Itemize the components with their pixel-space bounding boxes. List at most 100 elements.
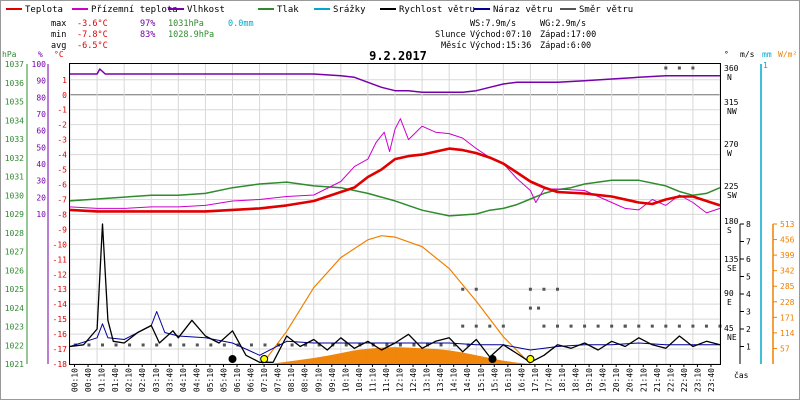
direction-compass-label: E <box>727 298 732 307</box>
x-tick-label: 15:10 <box>477 368 486 392</box>
wind-direction-point <box>596 324 600 328</box>
humidity-tick-label: 40 <box>36 160 46 169</box>
wind-speed-tick-label: 5 <box>746 273 751 282</box>
stat-max-pressure: 1031hPa <box>168 19 204 29</box>
stat-avg-temp: -6.5°C <box>77 41 108 51</box>
direction-compass-label: W <box>727 149 732 158</box>
unit-celsius: °C <box>54 50 64 59</box>
wind-direction-point <box>528 287 532 291</box>
temp-tick-label: -5 <box>57 166 67 175</box>
wind-direction-point <box>556 324 559 328</box>
hpa-tick-label: 1026 <box>5 266 24 275</box>
stat-min-label: min <box>51 30 66 40</box>
temp-tick-label: 1 <box>62 76 67 85</box>
legend-label-tlak: Tlak <box>277 5 299 15</box>
series-line-tlak <box>69 179 721 217</box>
humidity-tick-label: 50 <box>36 143 46 152</box>
unit-ms: m/s <box>740 50 755 59</box>
x-tick-label: 02:40 <box>138 368 147 392</box>
temp-tick-label: -15 <box>53 315 68 324</box>
x-tick-label: 18:10 <box>558 368 567 392</box>
hpa-tick-label: 1027 <box>5 248 24 257</box>
x-tick-label: 06:40 <box>247 368 256 392</box>
direction-tick-label: 315 <box>724 98 739 107</box>
x-tick-label: 10:10 <box>341 368 350 392</box>
x-tick-label: 23:10 <box>693 368 702 392</box>
radiation-tick-label: 114 <box>780 329 795 338</box>
hpa-tick-label: 1029 <box>5 210 24 219</box>
x-tick-label: 02:10 <box>125 368 134 392</box>
humidity-tick-label: 10 <box>36 210 46 219</box>
wind-direction-point <box>101 343 104 347</box>
wind-direction-point <box>501 324 505 328</box>
wind-direction-point <box>155 343 159 347</box>
unit-mm: mm <box>762 50 772 59</box>
radiation-tick-label: 342 <box>780 267 795 276</box>
sun-marker <box>260 355 269 363</box>
x-tick-label: 12:10 <box>396 368 405 392</box>
x-tick-label: 18:40 <box>572 368 581 392</box>
sunset: Západ:17:00 <box>540 30 596 40</box>
wind-direction-point <box>704 324 708 328</box>
temp-tick-label: -4 <box>57 151 67 160</box>
radiation-tick-label: 228 <box>780 298 795 307</box>
wind-direction-point <box>488 324 492 328</box>
x-tick-label: 09:10 <box>314 368 323 392</box>
wind-direction-point <box>542 324 546 328</box>
wind-direction-point <box>474 324 478 328</box>
hpa-tick-label: 1033 <box>5 135 24 144</box>
hpa-tick-label: 1028 <box>5 229 24 238</box>
stat-max-label: max <box>51 19 66 29</box>
temp-tick-label: -14 <box>53 300 68 309</box>
humidity-tick-label: 80 <box>36 93 46 102</box>
temp-tick-label: -9 <box>57 225 67 234</box>
wind-direction-point <box>222 343 226 347</box>
direction-compass-label: N <box>727 73 732 82</box>
x-tick-label: 00:10 <box>71 368 80 392</box>
unit-percent: % <box>38 50 43 59</box>
wind-direction-point <box>249 343 253 347</box>
unit-degree: ° <box>724 50 729 59</box>
wind-direction-point <box>168 343 172 347</box>
x-tick-label: 13:10 <box>423 368 432 392</box>
x-tick-label: 04:10 <box>179 368 188 392</box>
wind-direction-point <box>317 343 321 347</box>
wind-direction-point <box>141 343 145 347</box>
wind-direction-point <box>623 324 627 328</box>
x-tick-label: 21:40 <box>653 368 662 392</box>
radiation-tick-label: 456 <box>780 236 795 245</box>
wind-direction-point <box>664 324 668 328</box>
temp-tick-label: -1 <box>57 106 67 115</box>
rain-tick-label: 1 <box>763 61 768 70</box>
hpa-tick-label: 1036 <box>5 79 24 88</box>
direction-tick-label: 270 <box>724 140 739 149</box>
temp-tick-label: -8 <box>57 210 67 219</box>
sun-label: Slunce <box>435 30 466 40</box>
stat-rain: 0.0mm <box>228 19 254 29</box>
x-tick-label: 15:40 <box>490 368 499 392</box>
wind-direction-point <box>637 324 641 328</box>
radiation-tick-label: 171 <box>780 313 795 322</box>
x-tick-label: 01:40 <box>111 368 120 392</box>
legend-label-vlhkost: Vlhkost <box>187 5 225 15</box>
x-tick-label: 17:40 <box>544 368 553 392</box>
direction-compass-label: SE <box>727 264 737 273</box>
temp-tick-label: -13 <box>53 285 68 294</box>
series-line-prizemni-teplota <box>69 118 721 214</box>
wind-speed-tick-label: 4 <box>746 290 751 299</box>
moon-label: Měsíc <box>441 41 467 51</box>
x-tick-label: 14:10 <box>450 368 459 392</box>
humidity-tick-label: 30 <box>36 177 46 186</box>
wind-direction-point <box>542 287 546 291</box>
legend-label-smer-vetru: Směr větru <box>579 5 633 15</box>
chart-title: 9.2.2017 <box>369 49 427 63</box>
x-tick-label: 08:10 <box>287 368 296 392</box>
sunrise: Východ:07:10 <box>470 30 531 40</box>
stat-max-temp: -3.6°C <box>77 19 108 29</box>
direction-tick-label: 135 <box>724 255 739 264</box>
wind-direction-point <box>691 66 695 70</box>
direction-tick-label: 225 <box>724 182 739 191</box>
hpa-tick-label: 1025 <box>5 285 24 294</box>
x-tick-label: 00:40 <box>84 368 93 392</box>
